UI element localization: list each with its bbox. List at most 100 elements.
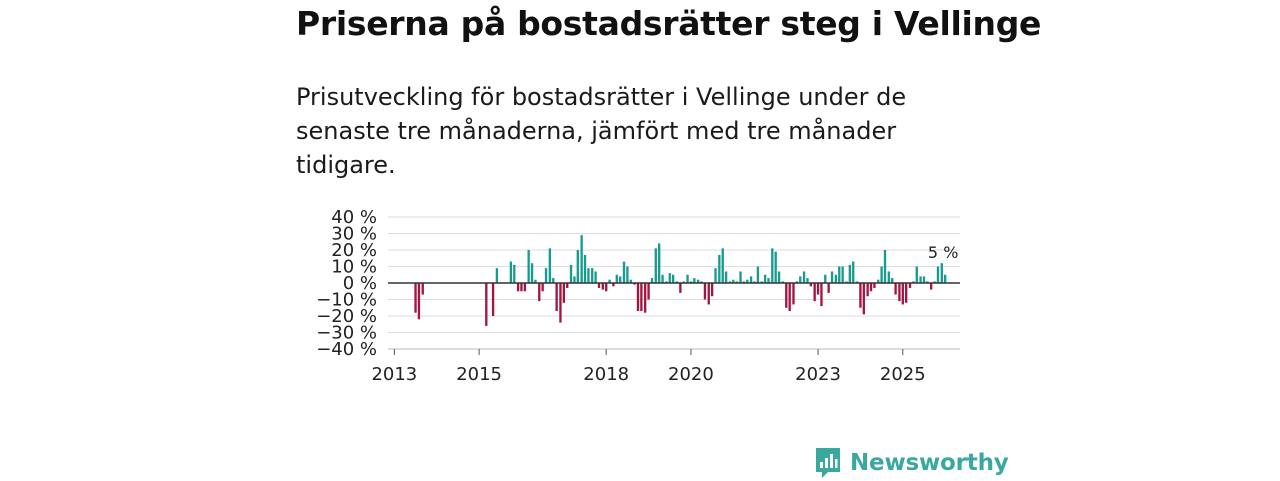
bar [862,283,865,315]
bar [919,276,922,283]
bar [714,268,717,283]
bar [739,271,742,283]
bar [908,283,912,288]
bar [799,276,802,283]
bar [523,283,527,292]
bar [682,281,685,283]
bar [633,283,636,285]
bar [820,283,823,307]
bar [806,278,809,283]
bar [838,266,841,283]
bar [491,283,495,316]
bar [816,283,820,295]
bar [608,279,611,283]
x-tick-label: 2025 [880,364,926,385]
bar [774,251,777,283]
bar [605,283,608,292]
chart-card: Priserna på bostadsrätter steg i Velling… [296,0,1041,480]
bar [636,283,640,312]
bar [777,271,781,283]
y-tick-label: 10 % [331,257,377,278]
bar [671,274,675,283]
bar [866,283,869,297]
bar [619,276,622,283]
bar [873,283,876,288]
bar [830,271,834,283]
bar [640,283,643,312]
bar [767,278,770,283]
bar [520,283,523,292]
bar [668,273,671,283]
bar [852,261,855,283]
bar [834,274,838,283]
bar [534,279,537,283]
bar [749,276,753,283]
y-tick-label: 0 % [343,273,377,294]
bar [548,248,552,283]
bar [883,250,887,283]
bar [827,283,830,293]
bar [802,271,806,283]
bar [760,281,763,283]
bar [792,283,795,305]
bar [855,281,859,283]
bar [944,274,947,283]
bar [495,268,499,283]
bar [940,263,943,283]
bar [718,254,721,283]
axes [388,282,960,350]
bar [516,283,520,292]
bar [781,281,785,283]
bar [905,283,908,303]
bar [594,271,597,283]
last-value-label: 5 % [928,243,958,262]
bar [485,283,488,326]
brand-name: Newsworthy [850,450,1009,476]
bar [869,283,873,292]
chart-area: 40 % 30 % 20 % 10 % 0 % −10 % −20 % −30 % −40 % … [296,200,986,390]
bar [626,266,629,283]
bar [509,261,513,283]
x-axis-labels: 2013 2015 2018 2020 2023 2025 [371,349,926,385]
bar [930,283,933,290]
x-tick-label: 2020 [668,364,714,385]
x-tick-label: 2023 [795,364,841,385]
bar [555,283,558,312]
y-tick-label: 30 % [331,224,377,245]
bar [559,283,562,323]
bar [735,281,738,283]
bar [527,250,530,283]
bar [926,281,929,283]
bar [566,283,569,288]
bar [887,271,890,283]
bar [915,266,918,283]
chart-subtitle: Prisutveckling för bostadsrätter i Velli… [296,83,907,179]
bar [686,274,689,283]
bar [880,266,883,283]
bar [848,264,851,283]
x-tick-label: 2018 [583,364,629,385]
x-tick-label: 2015 [456,364,502,385]
brand-logo: Newsworthy [814,445,1009,481]
bar [661,274,664,283]
bar [933,281,936,283]
x-tick-label: 2013 [371,364,417,385]
bar [728,281,732,283]
bar [901,283,904,305]
bar [597,283,601,288]
y-tick-label: −40 % [316,339,377,360]
y-tick-label: −20 % [316,306,377,327]
bar [809,283,813,287]
bar [654,248,657,283]
bar [742,281,746,283]
bar [580,235,583,283]
bar [647,283,650,300]
bar [746,279,749,283]
bar [795,281,799,283]
bar [421,283,424,295]
chart-title: Priserna på bostadsrätter steg i Velling… [296,4,1042,43]
y-tick-label: −30 % [316,323,377,344]
y-tick-label: 20 % [331,240,377,261]
bar [763,274,767,283]
bar [562,283,565,303]
